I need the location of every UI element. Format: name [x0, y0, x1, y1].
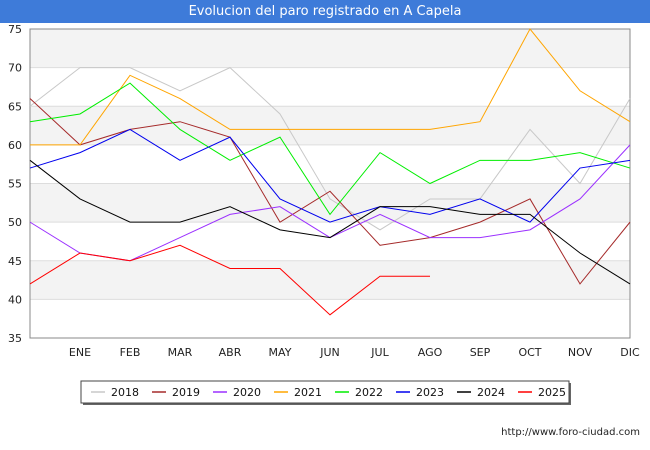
y-tick-label: 75	[8, 23, 22, 36]
legend-label-2025: 2025	[538, 386, 566, 399]
y-tick-label: 55	[8, 178, 22, 191]
series-line-2018	[29, 67, 631, 231]
x-tick-label: NOV	[568, 346, 593, 359]
plot-area	[29, 28, 631, 339]
x-tick-label: DIC	[620, 346, 640, 359]
y-tick-label: 45	[8, 255, 22, 268]
x-tick-label: JUN	[319, 346, 340, 359]
x-tick-label: MAR	[168, 346, 193, 359]
y-tick-label: 70	[8, 62, 22, 75]
chart-title: Evolucion del paro registrado en A Capel…	[0, 0, 650, 23]
series-line-2025	[29, 244, 430, 316]
y-tick-label: 35	[8, 332, 22, 345]
series-line-2024	[29, 159, 631, 285]
y-tick-label: 60	[8, 139, 22, 152]
legend-label-2020: 2020	[233, 386, 261, 399]
series-line-2022	[29, 82, 631, 216]
x-tick-label: AGO	[418, 346, 443, 359]
x-tick-label: FEB	[120, 346, 141, 359]
y-tick-label: 65	[8, 100, 22, 113]
grid-band	[30, 106, 630, 145]
series-line-2021	[30, 28, 631, 146]
x-tick-label: JUL	[370, 346, 389, 359]
y-tick-label: 40	[8, 293, 22, 306]
source-url: http://www.foro-ciudad.com	[501, 427, 640, 438]
x-tick-label: OCT	[518, 346, 541, 359]
grid-band	[30, 183, 630, 223]
legend-label-2023: 2023	[416, 386, 444, 399]
grid-band	[30, 29, 630, 68]
legend-label-2019: 2019	[172, 386, 200, 399]
legend-label-2021: 2021	[294, 386, 322, 399]
grid-band	[30, 260, 630, 300]
series-line-2023	[29, 128, 631, 223]
x-tick-label: ENE	[69, 346, 91, 359]
x-tick-label: MAY	[269, 346, 292, 359]
x-tick-label: ABR	[219, 346, 242, 359]
legend-box	[80, 380, 570, 404]
y-tick-label: 50	[8, 216, 22, 229]
legend-label-2024: 2024	[477, 386, 505, 399]
legend-label-2018: 2018	[111, 386, 139, 399]
legend-label-2022: 2022	[355, 386, 383, 399]
x-tick-label: SEP	[470, 346, 491, 359]
